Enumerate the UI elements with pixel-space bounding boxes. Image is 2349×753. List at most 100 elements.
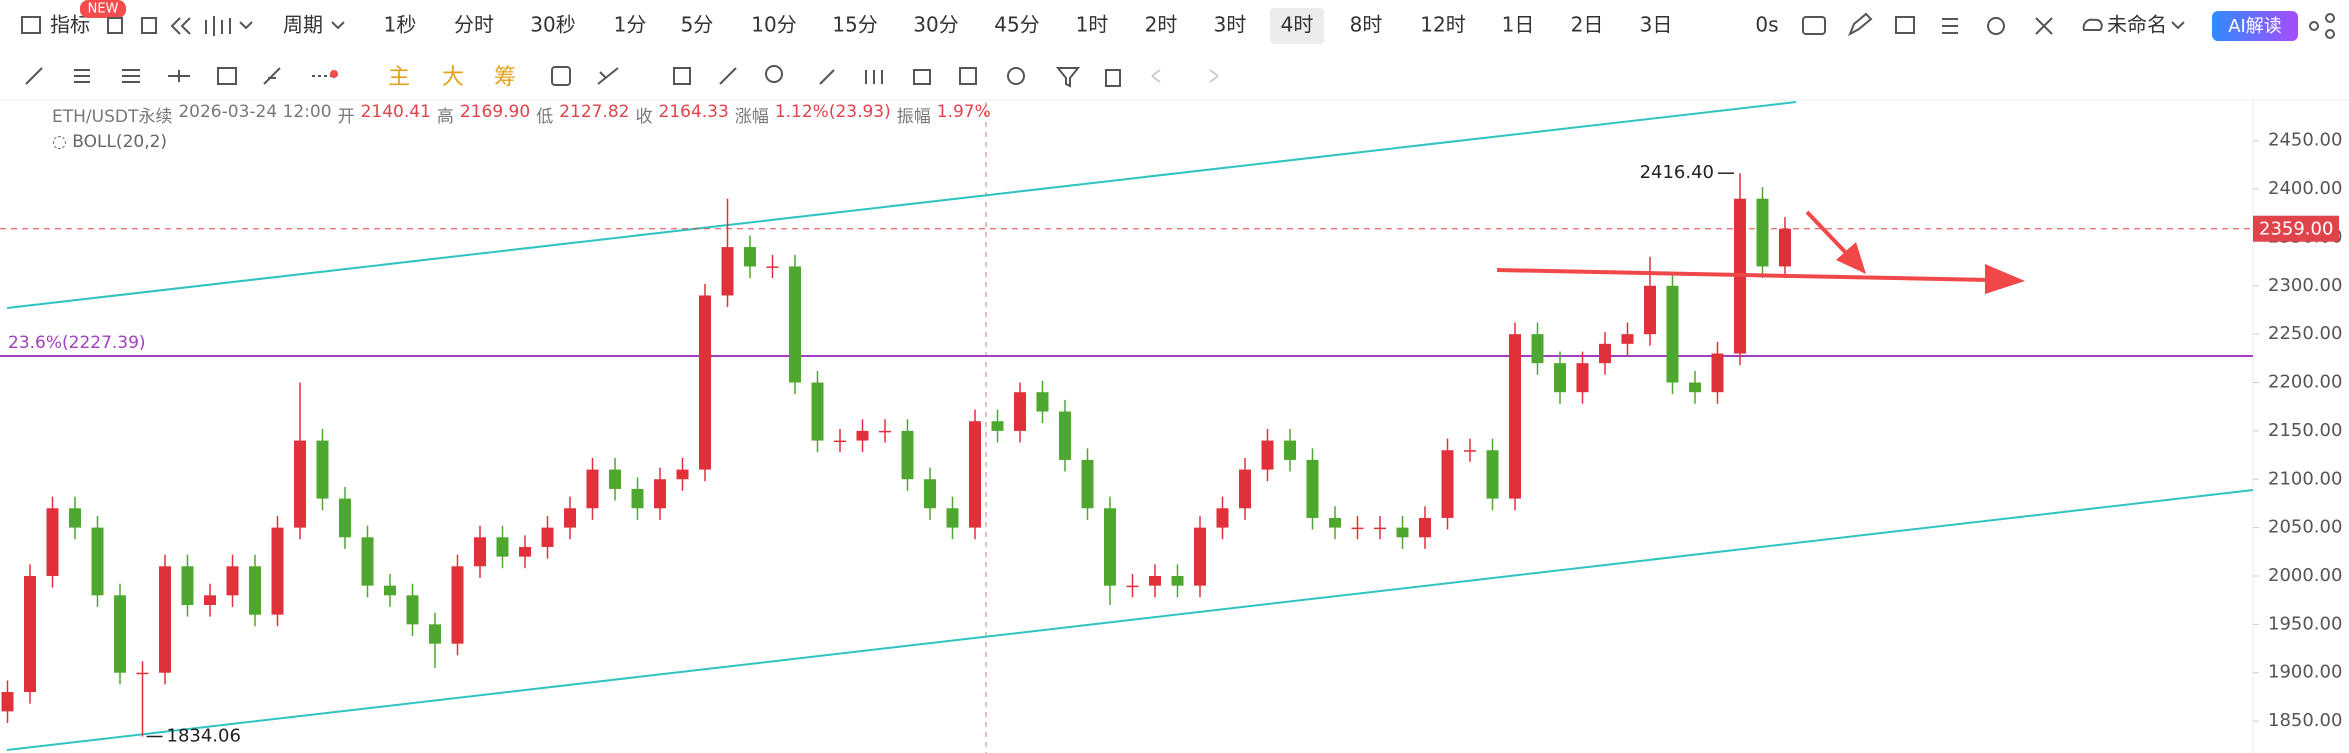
icon[interactable] <box>1987 17 2005 35</box>
arrow <box>1805 210 1850 257</box>
icon[interactable] <box>74 69 90 83</box>
icon[interactable] <box>217 67 237 85</box>
period-option[interactable]: 8时 <box>1350 13 1383 37</box>
field-value: 2164.33 <box>658 102 729 122</box>
icon[interactable] <box>959 67 977 85</box>
candle-body <box>1059 411 1071 460</box>
candle-body <box>46 508 59 576</box>
period-option[interactable]: 3日 <box>1640 13 1673 37</box>
period-button[interactable]: 周期 <box>283 13 323 37</box>
field-label: 低 <box>536 107 554 127</box>
period-option[interactable]: 4时 <box>1281 13 1314 37</box>
candle-body <box>496 537 509 557</box>
layout-name[interactable]: 未命名 <box>2107 13 2167 37</box>
main-toggle[interactable]: 主 <box>388 65 410 90</box>
period-option[interactable]: 30秒 <box>530 13 575 37</box>
new-badge: NEW <box>88 2 119 17</box>
period-option[interactable]: 30分 <box>913 13 958 37</box>
icon[interactable] <box>765 65 783 83</box>
candle-body <box>721 247 734 296</box>
icon[interactable] <box>1151 69 1161 83</box>
candle-body <box>586 469 599 509</box>
icon[interactable] <box>819 69 835 85</box>
candle-body <box>1756 198 1769 267</box>
icon[interactable] <box>1105 69 1121 87</box>
candle-body <box>924 479 936 509</box>
candle-body <box>766 266 779 268</box>
ai-button[interactable]: AI解读 <box>2228 16 2282 37</box>
icon[interactable] <box>1055 67 1081 88</box>
icon[interactable] <box>1848 12 1873 37</box>
period-option[interactable]: 1分 <box>614 13 647 37</box>
icon[interactable] <box>1942 18 1958 34</box>
candle-body <box>1621 334 1634 344</box>
chips-toggle[interactable]: 筹 <box>494 65 516 90</box>
period-option[interactable]: 2日 <box>1571 13 1604 37</box>
icon[interactable] <box>205 16 231 36</box>
icon[interactable] <box>719 67 737 85</box>
icon[interactable] <box>673 67 691 85</box>
candle-body <box>316 440 329 499</box>
candle-body <box>451 566 464 644</box>
icon[interactable] <box>597 67 619 85</box>
icon[interactable] <box>1007 67 1025 85</box>
candle-body <box>1441 450 1454 518</box>
period-option[interactable]: 2时 <box>1145 13 1178 37</box>
active-period-bg <box>1270 8 1324 44</box>
icon <box>2082 18 2103 31</box>
field-value: 2140.41 <box>360 102 431 122</box>
arrowhead <box>1985 264 2025 294</box>
icon[interactable] <box>913 69 931 85</box>
field-label: 收 <box>635 107 653 127</box>
icon[interactable] <box>1802 16 1826 35</box>
candle-body <box>856 430 869 441</box>
icon[interactable] <box>2325 13 2335 23</box>
icon[interactable] <box>263 67 281 85</box>
icon[interactable] <box>170 17 191 35</box>
period-option[interactable]: 分时 <box>454 13 494 37</box>
period-option[interactable]: 10分 <box>751 13 796 37</box>
period-option[interactable]: 3时 <box>1214 13 1247 37</box>
ai-button-bg[interactable] <box>2212 11 2298 41</box>
candle-body <box>1081 459 1094 509</box>
icon[interactable] <box>141 17 157 34</box>
icon[interactable] <box>2325 29 2335 39</box>
candle-body <box>1306 459 1319 518</box>
icon[interactable] <box>122 69 140 83</box>
icon[interactable] <box>2309 21 2319 31</box>
period-option[interactable]: 15分 <box>832 13 877 37</box>
period-option[interactable]: 1日 <box>1502 13 1535 37</box>
period-option[interactable]: 1时 <box>1076 13 1109 37</box>
candle-body <box>1329 517 1341 528</box>
icon[interactable] <box>239 21 253 30</box>
period-option[interactable]: 5分 <box>681 13 714 37</box>
candle-body <box>1509 334 1521 499</box>
candle-body <box>991 421 1004 431</box>
candle-body <box>1576 363 1589 393</box>
candle-body <box>676 469 689 480</box>
icon[interactable] <box>107 17 123 34</box>
icon[interactable] <box>2035 17 2053 35</box>
period-option[interactable]: 12时 <box>1420 13 1465 37</box>
indicator-button[interactable]: 指标 <box>50 13 90 37</box>
candle-body <box>789 266 801 383</box>
y-tick-label: 2400.00 <box>2268 178 2342 199</box>
indicator-legend: ◌ BOLL(20,2) <box>52 132 168 152</box>
icon[interactable] <box>1209 69 1219 83</box>
candle-body <box>1554 363 1566 393</box>
icon[interactable] <box>1895 16 1915 34</box>
candle-body <box>159 566 171 673</box>
candle-body <box>136 672 149 675</box>
icon[interactable] <box>865 70 883 84</box>
period-option[interactable]: 1秒 <box>384 13 417 37</box>
big-toggle[interactable]: 大 <box>442 65 464 90</box>
icon[interactable] <box>168 70 190 82</box>
candle-body <box>204 595 216 606</box>
y-tick-label: 1900.00 <box>2268 662 2342 683</box>
icon[interactable] <box>551 66 571 86</box>
candle-body <box>406 595 419 625</box>
icon[interactable] <box>25 67 43 85</box>
period-option[interactable]: 45分 <box>994 13 1039 37</box>
candle-body <box>1419 517 1431 538</box>
